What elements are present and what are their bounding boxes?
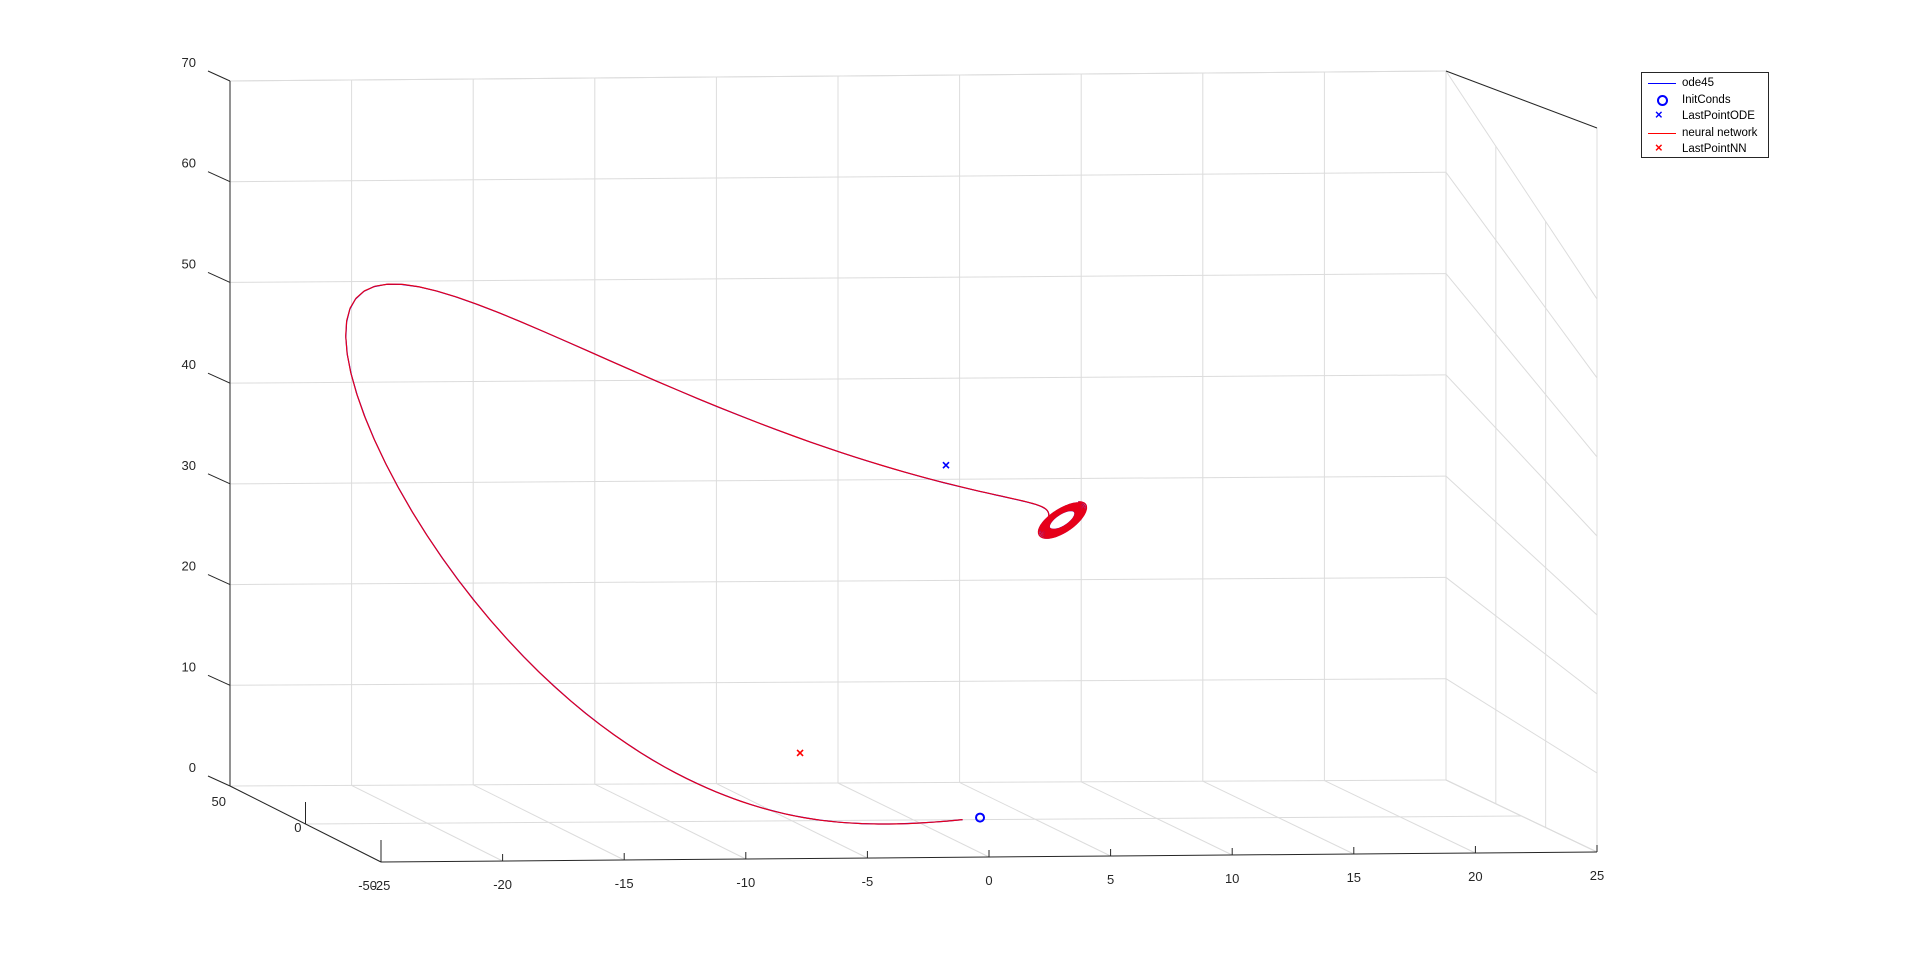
legend-item-lastpointode: × LastPointODE <box>1642 107 1768 125</box>
z-tick-label: 60 <box>182 156 196 171</box>
z-tick-label: 70 <box>182 55 196 70</box>
lastpointode-marker <box>942 461 950 469</box>
legend-label: LastPointODE <box>1682 110 1755 123</box>
series-neural-network-line <box>345 283 1088 825</box>
z-tick-label: 30 <box>182 458 196 473</box>
z-tick-label: 20 <box>182 559 196 574</box>
x-tick-label: 10 <box>1225 871 1239 886</box>
grid-lines <box>229 70 1598 863</box>
point-markers <box>796 461 986 823</box>
legend-item-ode45: ode45 <box>1642 75 1768 92</box>
z-tick-label: 10 <box>182 659 196 674</box>
legend-swatch-line-icon <box>1642 76 1682 90</box>
z-tick-mark <box>207 171 231 183</box>
x-axis-line <box>380 851 1598 863</box>
legend-label: LastPointNN <box>1682 143 1747 156</box>
z-tick-label: 50 <box>182 256 196 271</box>
gridline-horizontal <box>229 273 1447 283</box>
z-tick-mark <box>207 70 231 82</box>
gridline-side <box>1445 171 1598 379</box>
tick-labels: -25 -20 -15 -10 -5 0 5 10 15 20 25010203040506070-… <box>182 55 1605 893</box>
x-tick-label: -10 <box>736 875 755 890</box>
gridline-horizontal <box>229 779 1447 787</box>
x-tick-label: -20 <box>493 877 512 892</box>
gridline-side <box>1445 374 1598 537</box>
gridline-side <box>1445 577 1598 695</box>
gridline-horizontal <box>229 171 1447 183</box>
initconds-marker <box>975 812 986 823</box>
legend-item-lastpointnn: × LastPointNN <box>1642 140 1768 158</box>
x-tick-label: 15 <box>1347 870 1361 885</box>
trajectories <box>345 283 1088 825</box>
z-tick-mark <box>207 271 231 283</box>
x-tick-label: 20 <box>1468 869 1482 884</box>
z-tick-mark <box>207 674 231 686</box>
legend: ode45 InitConds × LastPointODE neural ne… <box>1641 72 1769 158</box>
lastpointnn-marker <box>796 749 804 757</box>
gridline-horizontal <box>229 576 1447 586</box>
z-tick-label: 40 <box>182 357 196 372</box>
legend-swatch-x-icon: × <box>1655 140 1663 156</box>
legend-item-initconds: InitConds <box>1642 92 1768 109</box>
x-tick-label: -15 <box>615 876 634 891</box>
legend-swatch-circle-icon <box>1642 93 1682 107</box>
gridline-horizontal <box>229 678 1447 686</box>
axes <box>207 70 1598 863</box>
z-tick-label: 0 <box>189 760 196 775</box>
side-edge-top <box>1445 70 1598 129</box>
gridline-horizontal <box>229 374 1447 384</box>
z-tick-mark <box>207 775 231 787</box>
gridline-side <box>1445 475 1598 616</box>
x-marker-stroke <box>942 461 950 469</box>
gridline-floor-depth <box>305 815 1522 825</box>
gridline-side <box>1445 70 1598 300</box>
gridline-horizontal <box>229 475 1447 485</box>
y-tick-label: -50 <box>358 878 377 893</box>
x-marker-stroke <box>796 749 804 757</box>
x-tick-label: 25 <box>1590 868 1604 883</box>
gridline-side <box>1445 273 1598 458</box>
y-tick-label: 0 <box>294 820 301 835</box>
z-tick-mark <box>207 372 231 384</box>
back-edge-top <box>229 70 1447 82</box>
x-tick-label: -25 <box>372 878 391 893</box>
y-tick-label: 50 <box>212 794 226 809</box>
x-tick-label: -5 <box>862 874 874 889</box>
legend-label: neural network <box>1682 126 1758 139</box>
legend-label: ode45 <box>1682 77 1714 90</box>
floor-edge-right <box>1445 779 1598 853</box>
z-tick-mark <box>207 574 231 586</box>
legend-item-neural-network: neural network <box>1642 125 1768 142</box>
z-tick-mark <box>207 473 231 485</box>
legend-swatch-x-icon: × <box>1655 107 1663 123</box>
legend-swatch-line-icon <box>1642 126 1682 140</box>
x-tick-label: 0 <box>985 873 992 888</box>
x-tick-label: 5 <box>1107 872 1114 887</box>
gridline-side <box>1445 678 1598 774</box>
legend-label: InitConds <box>1682 93 1731 106</box>
